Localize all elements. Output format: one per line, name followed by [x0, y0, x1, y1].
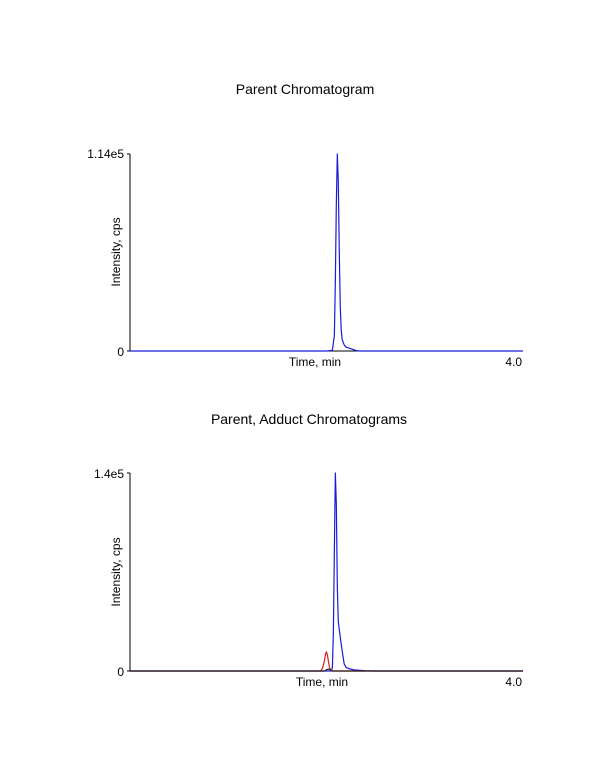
chart-panel-parent-adduct: Parent, Adduct Chromatograms 1.4e5 0 Tim…: [0, 390, 610, 720]
x-tick-label-end: 4.0: [505, 675, 522, 689]
x-tick-label-end: 4.0: [505, 355, 522, 369]
series-group: [130, 472, 523, 672]
chart-title: Parent, Adduct Chromatograms: [211, 411, 407, 427]
series-line-parent: [130, 472, 523, 672]
chart-parent-svg: Parent Chromatogram 1.14e5 0 Time, min 4…: [87, 81, 523, 369]
chart-parent-adduct-svg: Parent, Adduct Chromatograms 1.4e5 0 Tim…: [94, 411, 523, 689]
chart-title: Parent Chromatogram: [236, 81, 375, 97]
y-tick-label-zero: 0: [117, 665, 124, 679]
series-group: [130, 153, 523, 352]
series-line-adduct: [130, 651, 523, 672]
series-line-baseline-trace: [130, 668, 523, 672]
y-tick-label-max: 1.4e5: [94, 467, 124, 481]
y-tick-label-zero: 0: [117, 345, 124, 359]
x-axis-label: Time, min: [289, 355, 341, 369]
chart-panel-parent: Parent Chromatogram 1.14e5 0 Time, min 4…: [0, 60, 610, 390]
y-tick-label-max: 1.14e5: [87, 147, 124, 161]
series-line-parent: [130, 153, 523, 352]
x-axis-label: Time, min: [296, 675, 348, 689]
y-axis-label: Intensity, cps: [109, 217, 123, 286]
y-axis-label: Intensity, cps: [109, 537, 123, 606]
